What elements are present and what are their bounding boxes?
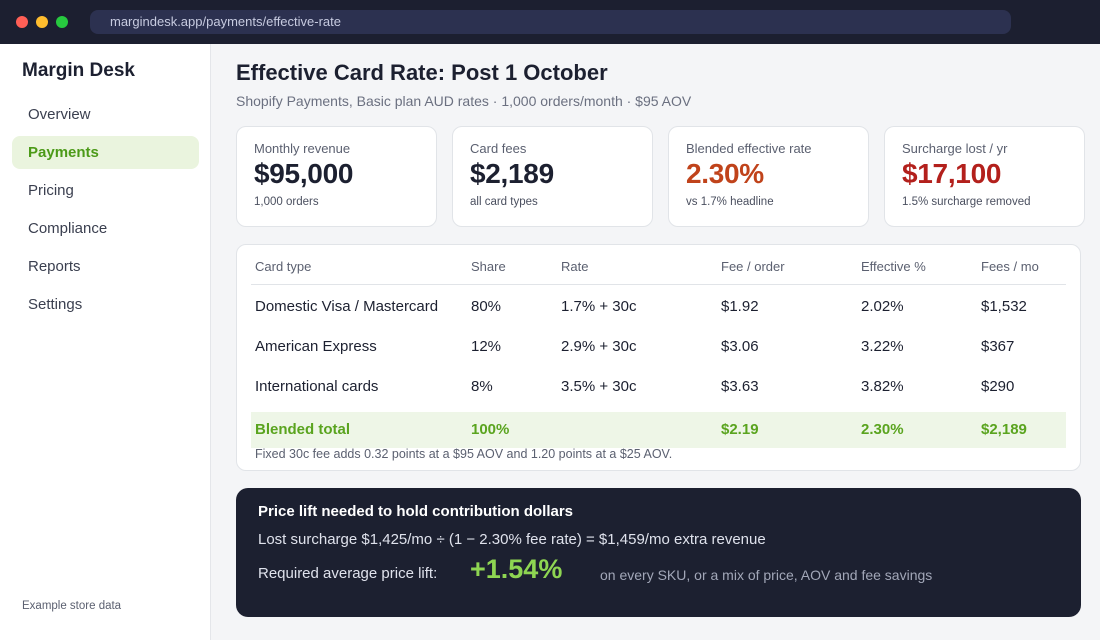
price-lift-note: on every SKU, or a mix of price, AOV and… bbox=[600, 567, 933, 583]
page-title: Effective Card Rate: Post 1 October bbox=[236, 60, 608, 85]
table-row: Domestic Visa / Mastercard 80% 1.7% + 30… bbox=[251, 289, 1066, 325]
window-maximize-button[interactable] bbox=[56, 16, 68, 28]
sidebar-item-compliance[interactable]: Compliance bbox=[28, 220, 108, 237]
kpi-note: 1,000 orders bbox=[254, 196, 319, 208]
table-header-row: Card type Share Rate Fee / order Effecti… bbox=[251, 249, 1066, 285]
cell-card-type: American Express bbox=[255, 338, 377, 355]
kpi-card-monthly-revenue: Monthly revenue $95,000 1,000 orders bbox=[236, 126, 437, 227]
kpi-card-surcharge-lost: Surcharge lost / yr $17,100 1.5% surchar… bbox=[884, 126, 1085, 227]
cell-rate: 3.5% + 30c bbox=[561, 378, 637, 395]
column-header-fee-per-order: Fee / order bbox=[721, 259, 785, 274]
address-bar[interactable]: margindesk.app/payments/effective-rate bbox=[90, 10, 1011, 34]
kpi-label: Card fees bbox=[470, 141, 527, 156]
price-lift-panel: Price lift needed to hold contribution d… bbox=[236, 488, 1081, 617]
price-lift-title: Price lift needed to hold contribution d… bbox=[258, 503, 574, 520]
cell-rate: 1.7% + 30c bbox=[561, 298, 637, 315]
kpi-note: all card types bbox=[470, 196, 538, 208]
cell-effective-pct: 2.02% bbox=[861, 298, 904, 315]
column-header-fees-per-month: Fees / mo bbox=[981, 259, 1039, 274]
sidebar: Margin Desk Overview Payments Pricing Co… bbox=[0, 44, 211, 640]
cell-rate: 2.9% + 30c bbox=[561, 338, 637, 355]
column-header-share: Share bbox=[471, 259, 506, 274]
cell-share: 12% bbox=[471, 338, 502, 355]
kpi-note: 1.5% surcharge removed bbox=[902, 196, 1031, 208]
cell-effective-pct: 3.82% bbox=[861, 378, 904, 395]
kpi-card-blended-rate: Blended effective rate 2.30% vs 1.7% hea… bbox=[668, 126, 869, 227]
page-subtitle: Shopify Payments, Basic plan AUD rates ·… bbox=[236, 93, 692, 109]
total-fee-per-order: $2.19 bbox=[721, 421, 759, 438]
kpi-value: 2.30% bbox=[686, 158, 764, 189]
cell-fees-per-month: $290 bbox=[981, 378, 1015, 395]
kpi-label: Monthly revenue bbox=[254, 141, 351, 156]
sidebar-item-overview[interactable]: Overview bbox=[28, 106, 91, 123]
sidebar-item-reports[interactable]: Reports bbox=[28, 258, 81, 275]
column-header-effective-pct: Effective % bbox=[861, 259, 926, 274]
sidebar-item-payments[interactable]: Payments bbox=[12, 136, 199, 169]
kpi-value: $2,189 bbox=[470, 158, 554, 189]
cell-share: 80% bbox=[471, 298, 502, 315]
total-label: Blended total bbox=[255, 421, 351, 438]
kpi-label: Surcharge lost / yr bbox=[902, 141, 1008, 156]
cell-fees-per-month: $367 bbox=[981, 338, 1015, 355]
cell-fee-per-order: $3.63 bbox=[721, 378, 759, 395]
table-total-row: Blended total 100% $2.19 2.30% $2,189 bbox=[251, 412, 1066, 448]
price-lift-label: Required average price lift: bbox=[258, 565, 438, 582]
cell-fee-per-order: $1.92 bbox=[721, 298, 759, 315]
table-row: American Express 12% 2.9% + 30c $3.06 3.… bbox=[251, 329, 1066, 365]
kpi-value: $95,000 bbox=[254, 158, 354, 189]
window-close-button[interactable] bbox=[16, 16, 28, 28]
sidebar-footer-note: Example store data bbox=[22, 600, 122, 612]
total-share: 100% bbox=[471, 421, 510, 438]
app-brand: Margin Desk bbox=[22, 60, 135, 81]
column-header-card-type: Card type bbox=[255, 259, 312, 274]
column-header-rate: Rate bbox=[561, 259, 589, 274]
price-lift-value: +1.54% bbox=[470, 554, 563, 584]
kpi-label: Blended effective rate bbox=[686, 141, 812, 156]
table-row: International cards 8% 3.5% + 30c $3.63 … bbox=[251, 369, 1066, 405]
kpi-card-card-fees: Card fees $2,189 all card types bbox=[452, 126, 653, 227]
sidebar-item-settings[interactable]: Settings bbox=[28, 296, 83, 313]
cell-fees-per-month: $1,532 bbox=[981, 298, 1027, 315]
sidebar-item-pricing[interactable]: Pricing bbox=[28, 182, 74, 199]
cell-fee-per-order: $3.06 bbox=[721, 338, 759, 355]
kpi-value: $17,100 bbox=[902, 158, 1002, 189]
cell-card-type: Domestic Visa / Mastercard bbox=[255, 298, 439, 315]
table-footnote: Fixed 30c fee adds 0.32 points at a $95 … bbox=[255, 447, 673, 461]
cell-share: 8% bbox=[471, 378, 493, 395]
cell-effective-pct: 3.22% bbox=[861, 338, 904, 355]
browser-toolbar: margindesk.app/payments/effective-rate bbox=[0, 0, 1100, 44]
card-type-table: Card type Share Rate Fee / order Effecti… bbox=[236, 244, 1081, 471]
cell-card-type: International cards bbox=[255, 378, 379, 395]
kpi-note: vs 1.7% headline bbox=[686, 196, 774, 208]
total-fees-per-month: $2,189 bbox=[981, 421, 1027, 438]
window-minimize-button[interactable] bbox=[36, 16, 48, 28]
price-lift-formula: Lost surcharge $1,425/mo ÷ (1 − 2.30% fe… bbox=[258, 531, 766, 548]
sidebar-nav: Overview Payments Pricing Compliance Rep… bbox=[12, 98, 199, 326]
total-effective-pct: 2.30% bbox=[861, 421, 904, 438]
